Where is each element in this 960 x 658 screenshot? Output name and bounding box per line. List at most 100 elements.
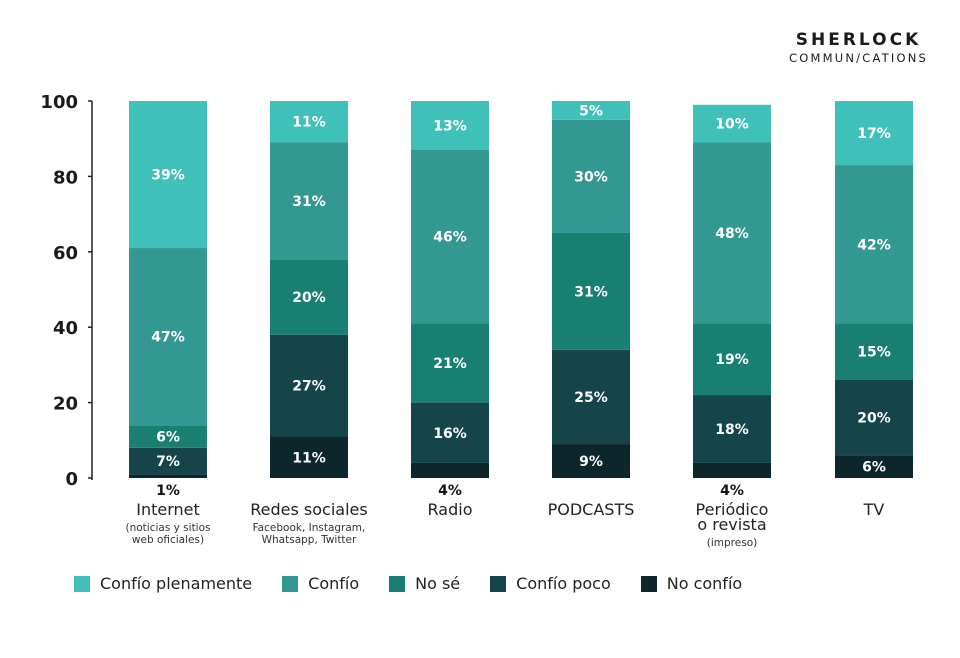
legend-swatch (282, 575, 299, 592)
legend-label: Confío poco (516, 574, 611, 593)
bar-segment (552, 349, 630, 445)
bar-segment (835, 101, 913, 166)
bar-segment (129, 474, 207, 478)
data-label: 4% (438, 483, 462, 499)
data-label: 10% (715, 117, 749, 133)
bar-segment (552, 444, 630, 478)
x-category-label: Redes sociales (250, 500, 367, 519)
y-tick-label: 80 (53, 167, 78, 188)
bar-segment (552, 101, 630, 120)
bar-segment (693, 142, 771, 324)
bar-segment (411, 150, 489, 324)
bar-segment (411, 462, 489, 478)
y-tick-label: 40 (53, 318, 78, 339)
data-label: 25% (574, 390, 608, 406)
data-label: 6% (156, 430, 180, 446)
legend-label: No confío (666, 574, 743, 593)
data-label: 31% (574, 284, 608, 300)
x-category-label: Periódico (696, 500, 769, 519)
bar-segment (270, 259, 348, 335)
data-label: 1% (156, 483, 180, 499)
data-label: 47% (151, 330, 185, 346)
data-label: 19% (715, 352, 749, 368)
legend-swatch (74, 575, 90, 592)
legend-swatch (389, 575, 406, 592)
y-tick-label: 0 (65, 469, 78, 490)
legend: Confío plenamente Confío No sé Confío poco N… (74, 574, 772, 593)
y-axis-ticks: 0 20 40 60 80 100 (40, 92, 92, 490)
x-category-sublabel: Facebook, Instagram, (253, 522, 366, 534)
bar-segment (835, 323, 913, 380)
legend-label: Confío plenamente (100, 574, 253, 593)
x-category-sublabel: Whatsapp, Twitter (262, 534, 357, 546)
data-label: 31% (292, 194, 326, 210)
bar-segment (835, 379, 913, 456)
bar-segment (129, 447, 207, 475)
bar-segment (411, 101, 489, 151)
bar-segment (270, 101, 348, 143)
bar-segment (129, 248, 207, 426)
data-label: 20% (857, 411, 891, 427)
data-label: 9% (579, 454, 603, 470)
legend-item: Confío (282, 574, 359, 593)
logo-line-1: SHERLOCK (795, 30, 922, 50)
bar-segment (411, 323, 489, 403)
bars: 1% 7% 6% 47% 39% 11% 27% 20% 31% 11% 4% 16% 21% 46% 13… (129, 101, 913, 499)
x-category-label: Radio (428, 500, 473, 519)
data-label: 11% (292, 450, 326, 466)
x-category-sublabel: (noticias y sitios (125, 522, 210, 534)
bar-segment (835, 165, 913, 324)
sherlock-logo: SHERLOCK COMMUN/CATIONS (789, 30, 928, 65)
data-label: 42% (857, 237, 891, 253)
data-label: 21% (433, 356, 467, 372)
bar-segment (552, 232, 630, 350)
bar-segment (270, 142, 348, 260)
legend-item: Confío poco (490, 574, 611, 593)
legend-swatch (490, 575, 507, 592)
y-tick-label: 20 (53, 394, 78, 415)
legend-label: Confío (308, 574, 360, 593)
y-tick-label: 60 (53, 243, 78, 264)
x-category-label-line2: o revista (697, 515, 766, 534)
logo-line-2: COMMUN/CATIONS (789, 51, 928, 65)
legend-label: No sé (415, 574, 461, 593)
data-label: 7% (156, 454, 180, 470)
bar-segment (129, 101, 207, 249)
bar-segment (835, 455, 913, 478)
bar-segment (693, 395, 771, 463)
bar-segment (693, 323, 771, 396)
bar-segment (129, 425, 207, 448)
y-tick-label: 100 (40, 92, 78, 113)
bar-segment (693, 104, 771, 143)
data-label: 18% (715, 422, 749, 438)
data-label: 20% (292, 290, 326, 306)
x-category-label: TV (863, 500, 885, 519)
data-label: 4% (720, 483, 744, 499)
data-label: 39% (151, 168, 185, 184)
bar-segment (270, 334, 348, 437)
data-label: 11% (292, 115, 326, 131)
bar-segment (270, 436, 348, 478)
bar-segment (552, 119, 630, 233)
data-label: 46% (433, 230, 467, 246)
legend-item: No confío (640, 574, 743, 593)
data-label: 30% (574, 169, 608, 185)
legend-item: Confío plenamente (74, 574, 252, 593)
data-label: 5% (579, 103, 603, 119)
data-label: 15% (857, 345, 891, 361)
x-category-label: Internet (136, 500, 200, 519)
x-category-sublabel: web oficiales) (132, 534, 204, 546)
data-label: 27% (292, 379, 326, 395)
legend-swatch (640, 575, 657, 592)
data-label: 16% (433, 426, 467, 442)
data-label: 17% (857, 126, 891, 142)
data-label: 6% (862, 460, 886, 476)
bar-segment (693, 462, 771, 478)
data-label: 13% (433, 119, 467, 135)
data-label: 48% (715, 226, 749, 242)
bar-segment (411, 402, 489, 463)
x-category-sublabel: (impreso) (707, 537, 757, 549)
x-category-label: PODCASTS (548, 500, 635, 519)
